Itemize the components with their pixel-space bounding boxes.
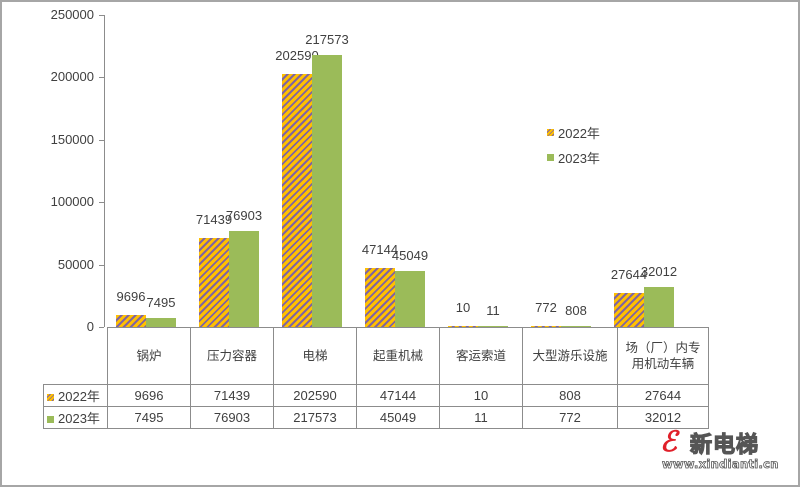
table-row-header-2022: 2022年 xyxy=(43,384,108,407)
y-tick-label: 250000 xyxy=(50,7,94,22)
y-axis-line xyxy=(104,15,105,327)
data-label: 9696 xyxy=(116,288,146,304)
table-cell: 202590 xyxy=(273,384,357,407)
table-cell: 217573 xyxy=(273,406,357,429)
y-tick-mark xyxy=(99,202,104,203)
data-label: 217573 xyxy=(305,32,349,48)
legend-label-2023: 2023年 xyxy=(558,151,600,166)
legend: 2022年 2023年 xyxy=(547,120,600,170)
watermark: ℰ 新电梯 www.xindianti.cn xyxy=(660,425,795,475)
table-row: 2023年 7495 76903 217573 45049 11 772 320… xyxy=(43,406,709,429)
data-label: 11 xyxy=(486,303,500,318)
bar-2023 xyxy=(561,325,591,327)
table-cell: 7495 xyxy=(107,406,191,429)
y-tick-label: 100000 xyxy=(50,194,94,209)
table-row: 2022年 9696 71439 202590 47144 10 808 276… xyxy=(43,384,709,407)
table-header-cell: 大型游乐设施 xyxy=(522,327,618,385)
table-row-header-2023: 2023年 xyxy=(43,406,108,429)
table-cell: 9696 xyxy=(107,384,191,407)
legend-swatch-2022-icon xyxy=(47,394,54,401)
table-cell: 47144 xyxy=(356,384,440,407)
bar-2023 xyxy=(229,231,259,327)
data-label: 76903 xyxy=(225,208,263,224)
table-cell: 27644 xyxy=(617,384,709,407)
y-tick-label: 0 xyxy=(86,319,94,334)
table-corner xyxy=(43,327,108,385)
legend-item-2022: 2022年 xyxy=(547,120,600,145)
bar-2022 xyxy=(199,237,229,327)
table-cell: 772 xyxy=(522,406,618,429)
bar-2023 xyxy=(146,317,176,327)
y-tick-mark xyxy=(99,140,104,141)
table-header-cell: 起重机械 xyxy=(356,327,440,385)
bar-2023 xyxy=(395,270,425,327)
data-label: 202590 xyxy=(275,48,319,64)
table-header-cell: 压力容器 xyxy=(190,327,274,385)
xindianti-logo-icon: ℰ xyxy=(660,425,677,458)
data-label: 71439 xyxy=(195,211,233,227)
y-tick-label: 150000 xyxy=(50,132,94,147)
y-tick-mark xyxy=(99,15,104,16)
row-label: 2022年 xyxy=(58,389,100,404)
bar-2023 xyxy=(312,55,342,327)
legend-swatch-2022-icon xyxy=(547,129,554,136)
bar-2022 xyxy=(531,326,561,327)
table-cell: 10 xyxy=(439,384,523,407)
table-header-cell: 电梯 xyxy=(273,327,357,385)
data-table: 锅炉 压力容器 电梯 起重机械 客运索道 大型游乐设施 场（厂）内专用机动车辆 … xyxy=(43,327,709,429)
table-cell: 808 xyxy=(522,384,618,407)
data-label: 7495 xyxy=(146,294,176,310)
table-cell: 45049 xyxy=(356,406,440,429)
data-label: 27644 xyxy=(610,266,648,282)
watermark-title: 新电梯 xyxy=(689,432,760,458)
table-cell: 32012 xyxy=(617,406,709,429)
data-label: 10 xyxy=(455,300,471,315)
bar-2022 xyxy=(448,326,478,327)
watermark-url: www.xindianti.cn xyxy=(662,457,779,472)
y-tick-mark xyxy=(99,265,104,266)
legend-label-2022: 2022年 xyxy=(558,126,600,141)
y-tick-mark xyxy=(99,77,104,78)
data-label: 32012 xyxy=(640,264,678,280)
data-label: 772 xyxy=(535,300,557,315)
table-header-cell: 场（厂）内专用机动车辆 xyxy=(617,327,709,385)
y-tick-label: 50000 xyxy=(57,257,94,272)
legend-swatch-2023-icon xyxy=(547,154,554,161)
legend-swatch-2023-icon xyxy=(47,416,54,423)
table-header-cell: 客运索道 xyxy=(439,327,523,385)
y-tick-label: 200000 xyxy=(50,69,94,84)
bar-2023 xyxy=(644,287,674,327)
table-header-cell: 锅炉 xyxy=(107,327,191,385)
legend-item-2023: 2023年 xyxy=(547,145,600,170)
data-label: 45049 xyxy=(391,247,429,263)
table-header-row: 锅炉 压力容器 电梯 起重机械 客运索道 大型游乐设施 场（厂）内专用机动车辆 xyxy=(43,327,709,385)
data-label: 808 xyxy=(565,302,587,318)
bar-2022 xyxy=(614,292,644,327)
bar-2022 xyxy=(282,74,312,327)
table-cell: 76903 xyxy=(190,406,274,429)
data-label: 47144 xyxy=(361,242,399,258)
bar-2023 xyxy=(478,326,508,327)
table-cell: 11 xyxy=(439,406,523,429)
bar-2022 xyxy=(116,314,146,327)
bar-2022 xyxy=(365,268,395,327)
table-cell: 71439 xyxy=(190,384,274,407)
row-label: 2023年 xyxy=(58,411,100,426)
